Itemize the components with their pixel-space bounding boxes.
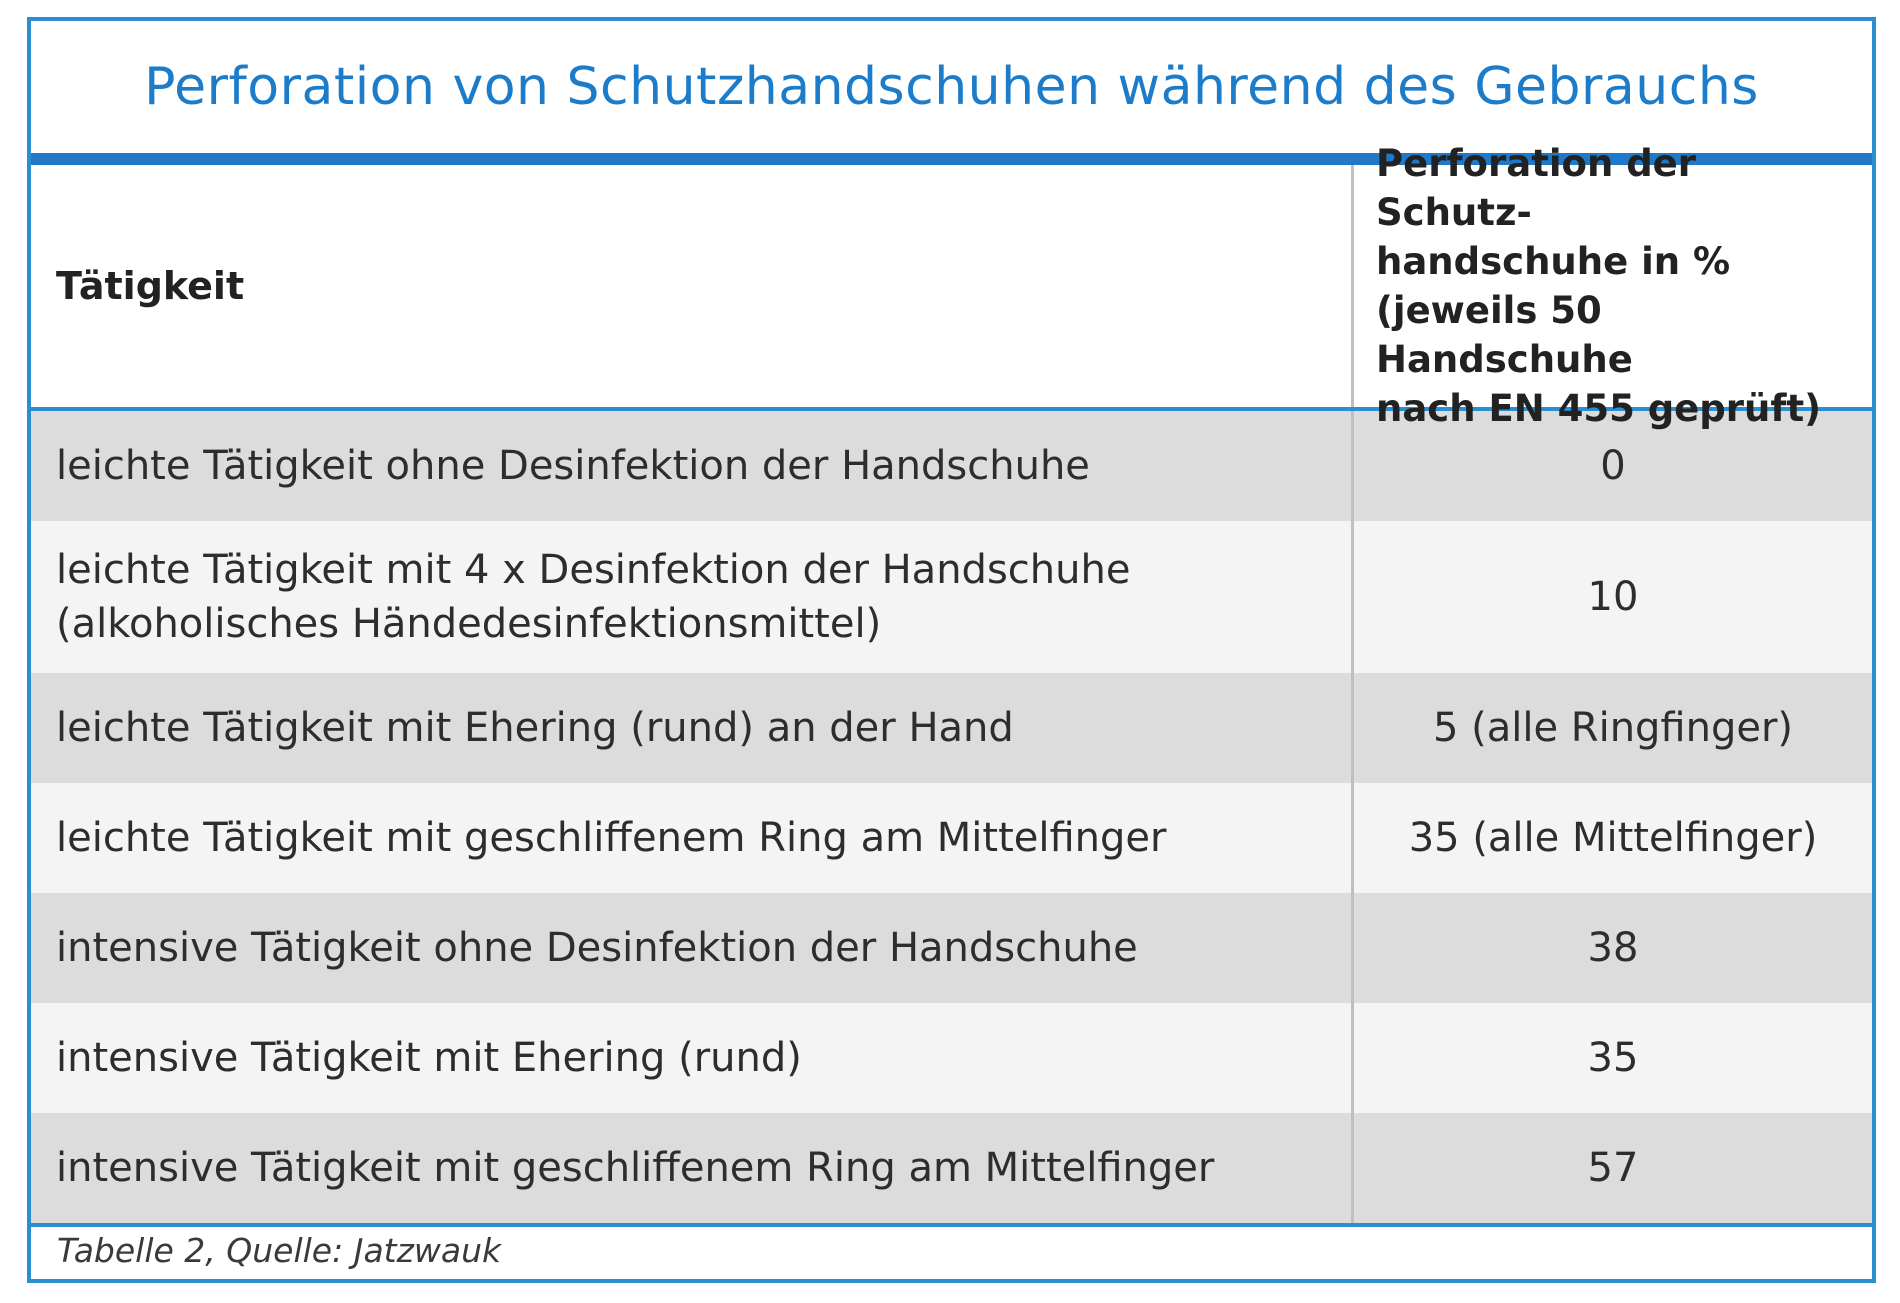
cell-perforation: 0	[1354, 411, 1872, 521]
title-divider	[31, 153, 1872, 165]
cell-activity: leichte Tätigkeit mit geschliffenem Ring…	[31, 783, 1354, 893]
table-caption: Tabelle 2, Quelle: Jatzwauk	[57, 1231, 502, 1270]
perforation-value: 57	[1587, 1145, 1639, 1191]
perforation-value: 10	[1587, 574, 1639, 620]
header-cell-perforation: Perforation der Schutz- handschuhe in % …	[1354, 142, 1872, 430]
cell-activity: leichte Tätigkeit mit Ehering (rund) an …	[31, 673, 1354, 783]
activity-text: leichte Tätigkeit mit 4 x Desinfektion d…	[56, 547, 1131, 647]
table-title: Perforation von Schutzhandschuhen währen…	[144, 57, 1759, 117]
cell-perforation: 57	[1354, 1113, 1872, 1223]
header-activity-label: Tätigkeit	[56, 264, 245, 308]
perforation-value: 38	[1587, 925, 1639, 971]
cell-activity: leichte Tätigkeit mit 4 x Desinfektion d…	[31, 521, 1354, 673]
footer-divider	[31, 1223, 1872, 1227]
cell-activity: intensive Tätigkeit ohne Desinfektion de…	[31, 893, 1354, 1003]
perforation-value: 0	[1600, 443, 1626, 489]
table-row: intensive Tätigkeit mit Ehering (rund) 3…	[31, 1003, 1872, 1113]
header-perforation-label: Perforation der Schutz- handschuhe in % …	[1376, 142, 1822, 430]
table-row: leichte Tätigkeit ohne Desinfektion der …	[31, 411, 1872, 521]
table-row: intensive Tätigkeit ohne Desinfektion de…	[31, 893, 1872, 1003]
perforation-value: 35 (alle Mittelfinger)	[1408, 815, 1818, 861]
cell-activity: leichte Tätigkeit ohne Desinfektion der …	[31, 411, 1354, 521]
header-cell-activity: Tätigkeit	[31, 165, 1354, 407]
activity-text: leichte Tätigkeit mit Ehering (rund) an …	[56, 705, 1014, 751]
table-figure: Perforation von Schutzhandschuhen währen…	[27, 17, 1876, 1283]
cell-perforation: 10	[1354, 521, 1872, 673]
data-table: Tätigkeit Perforation der Schutz- handsc…	[31, 142, 1872, 1223]
table-row: intensive Tätigkeit mit geschliffenem Ri…	[31, 1113, 1872, 1223]
activity-text: intensive Tätigkeit ohne Desinfektion de…	[56, 925, 1138, 971]
title-bar: Perforation von Schutzhandschuhen währen…	[31, 21, 1872, 153]
table-row: leichte Tätigkeit mit geschliffenem Ring…	[31, 783, 1872, 893]
activity-text: intensive Tätigkeit mit geschliffenem Ri…	[56, 1145, 1215, 1191]
table-row: leichte Tätigkeit mit Ehering (rund) an …	[31, 673, 1872, 783]
table-header-row: Tätigkeit Perforation der Schutz- handsc…	[31, 142, 1872, 430]
cell-perforation: 5 (alle Ringfinger)	[1354, 673, 1872, 783]
cell-activity: intensive Tätigkeit mit geschliffenem Ri…	[31, 1113, 1354, 1223]
perforation-value: 5 (alle Ringfinger)	[1432, 705, 1794, 751]
cell-perforation: 35 (alle Mittelfinger)	[1354, 783, 1872, 893]
activity-text: leichte Tätigkeit mit geschliffenem Ring…	[56, 815, 1167, 861]
cell-perforation: 35	[1354, 1003, 1872, 1113]
activity-text: leichte Tätigkeit ohne Desinfektion der …	[56, 443, 1090, 489]
perforation-value: 35	[1587, 1035, 1639, 1081]
cell-activity: intensive Tätigkeit mit Ehering (rund)	[31, 1003, 1354, 1113]
table-row: leichte Tätigkeit mit 4 x Desinfektion d…	[31, 521, 1872, 673]
cell-perforation: 38	[1354, 893, 1872, 1003]
activity-text: intensive Tätigkeit mit Ehering (rund)	[56, 1035, 802, 1081]
